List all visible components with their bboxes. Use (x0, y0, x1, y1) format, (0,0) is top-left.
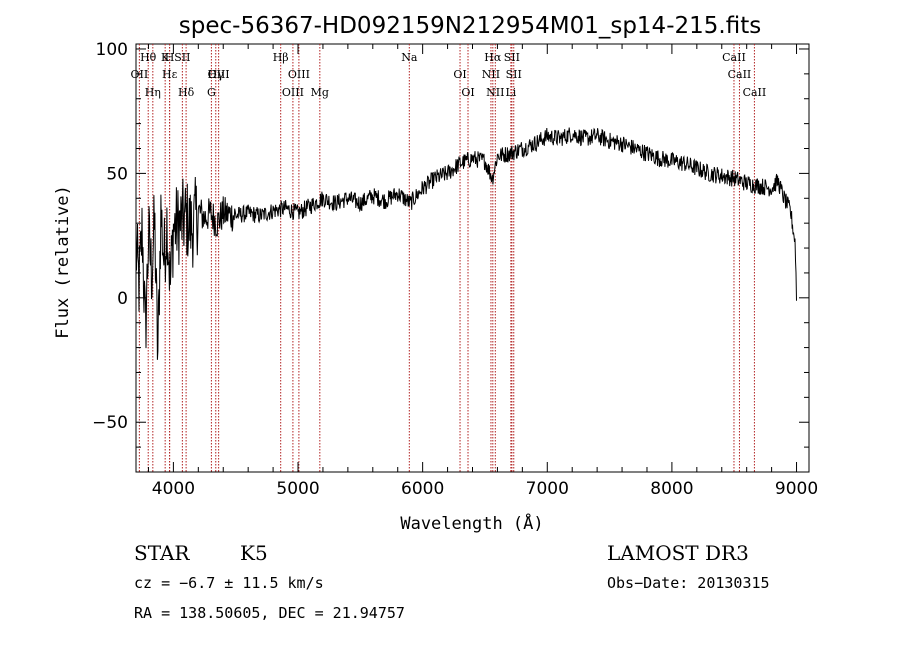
y-tick-label: 50 (106, 164, 128, 184)
annotation-label: OIII (288, 68, 310, 81)
annotation-labels: HθOIIHηKHεHδHOIIIGSIIHγOIIIHβOIIIMgNaOIO… (131, 51, 767, 99)
annotation-label: Hθ (140, 51, 157, 64)
annotation-label: Hα (484, 51, 502, 64)
spectral-subclass: K5 (240, 541, 268, 565)
annotation-label: CaII (743, 86, 767, 99)
coordinates: RA = 138.50605, DEC = 21.94757 (134, 604, 405, 622)
annotation-label: OIII (282, 86, 304, 99)
x-tick-label: 6000 (401, 479, 444, 499)
y-tick-label: 100 (96, 40, 128, 60)
annotation-label: K (161, 51, 170, 64)
annotation-label: Hη (145, 86, 161, 99)
annotation-label: Mg (311, 86, 329, 99)
redshift-cz: cz = −6.7 ± 11.5 km/s (134, 574, 324, 592)
x-tick-label: 7000 (526, 479, 569, 499)
line-markers (138, 44, 755, 472)
chart-title: spec-56367-HD092159N212954M01_sp14-215.f… (179, 13, 761, 39)
annotation-label: OI (461, 86, 474, 99)
annotation-label: H (165, 51, 175, 64)
y-axis-label: Flux (relative) (53, 185, 73, 339)
y-tick-label: 0 (117, 289, 128, 309)
x-tick-label: 8000 (650, 479, 693, 499)
annotation-label: Hε (162, 68, 178, 81)
annotation-label: SII (506, 68, 522, 81)
annotation-label: SII (174, 51, 190, 64)
annotation-label: CaII (728, 68, 752, 81)
annotation-label: CaII (722, 51, 746, 64)
annotation-label: OIII (208, 68, 230, 81)
annotation-label: NII (486, 86, 504, 99)
axis-ticks: 4000 5000 6000 7000 8000 9000 −50 0 50 100 (92, 40, 818, 499)
annotation-label: Hδ (178, 86, 195, 99)
annotation-label: Li (505, 86, 516, 99)
annotation-label: Na (401, 51, 418, 64)
y-tick-label: −50 (92, 413, 128, 433)
x-tick-label: 4000 (152, 479, 195, 499)
annotation-label: NII (482, 68, 500, 81)
annotation-label: OI (453, 68, 466, 81)
x-tick-label: 9000 (775, 479, 818, 499)
annotation-label: G (207, 86, 216, 99)
object-class: STAR (134, 541, 190, 565)
survey-name: LAMOST DR3 (607, 541, 749, 565)
annotation-label: OII (131, 68, 149, 81)
plot-frame (135, 43, 810, 473)
annotation-label: SII (504, 51, 520, 64)
flux-series-line (135, 127, 797, 360)
observation-date: Obs−Date: 20130315 (607, 574, 770, 592)
annotation-label: Hγ (208, 68, 225, 81)
x-tick-label: 5000 (276, 479, 319, 499)
x-axis-label: Wavelength (Å) (400, 512, 543, 534)
annotation-label: Hβ (273, 51, 289, 64)
